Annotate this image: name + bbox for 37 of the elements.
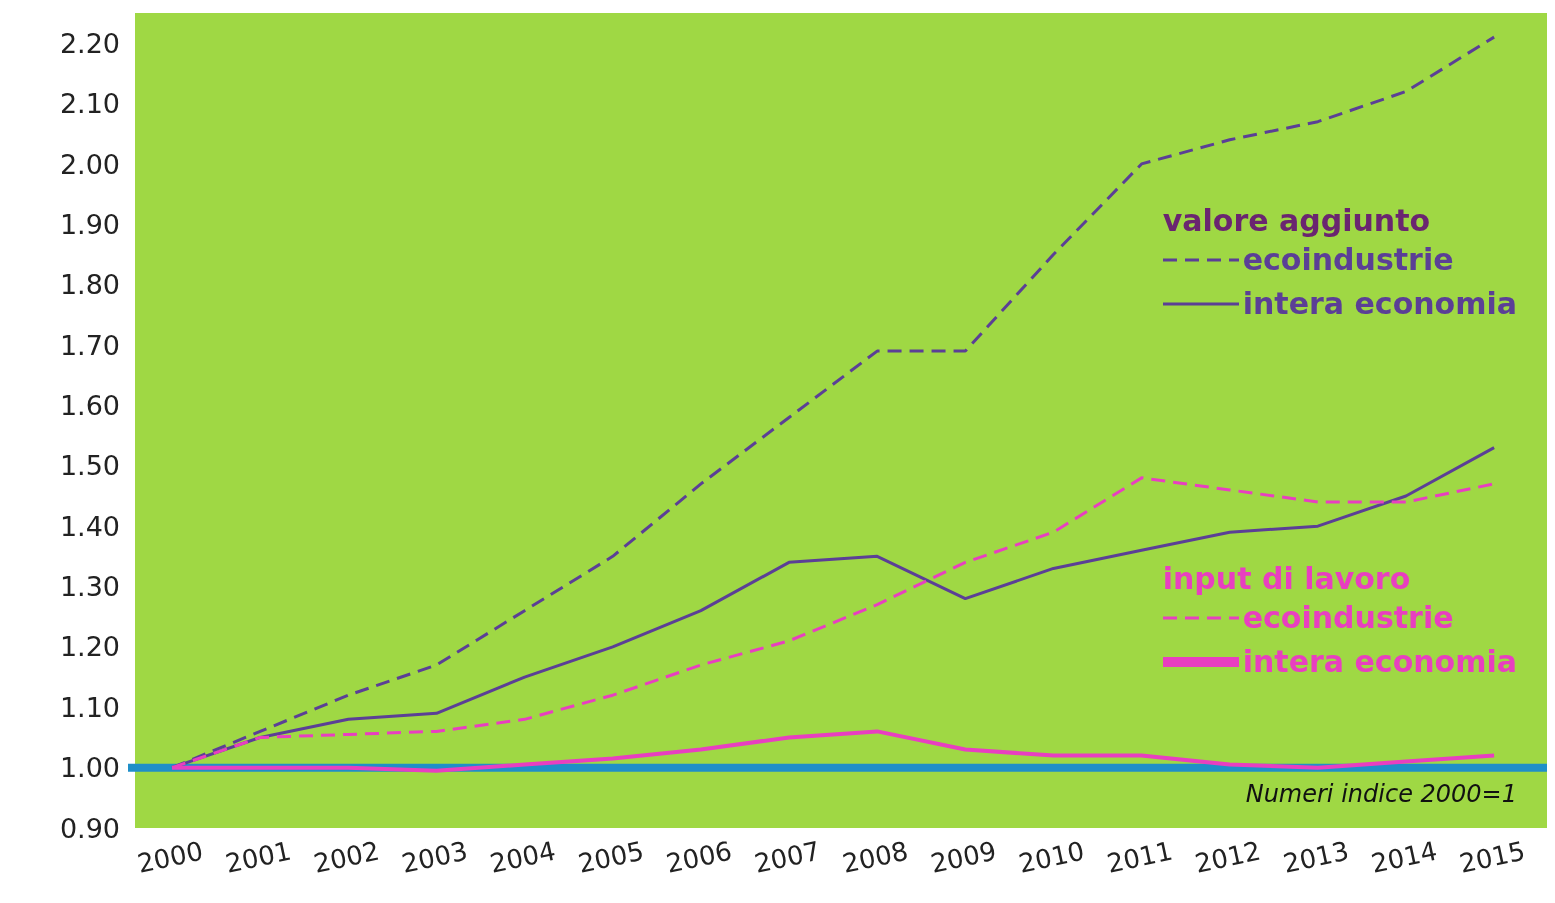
annotation: valore aggiunto	[1162, 203, 1432, 238]
legend-label: ecoindustrie	[1242, 241, 1454, 279]
y-tick-label: 1.30	[59, 571, 120, 603]
y-tick-label: 1.80	[59, 269, 120, 301]
x-tick-label: 2008	[839, 835, 911, 879]
y-tick-label: 1.40	[59, 510, 120, 542]
y-tick-label: 1.70	[59, 329, 120, 361]
x-tick-label: 2002	[310, 835, 382, 879]
y-tick-label: 1.20	[59, 631, 120, 663]
y-tick-label: 2.10	[59, 88, 120, 120]
x-tick-label: 2012	[1192, 835, 1264, 879]
x-tick-label: 2011	[1104, 835, 1176, 879]
annotation: input di lavoro	[1162, 561, 1412, 596]
x-tick-label: 2010	[1016, 835, 1088, 879]
x-tick-label: 2005	[575, 835, 647, 879]
x-tick-label: 2015	[1456, 835, 1528, 879]
y-tick-label: 2.20	[59, 27, 120, 59]
legend-label: intera economia	[1242, 285, 1517, 323]
y-tick-label: 1.60	[59, 389, 120, 421]
x-tick-label: 2013	[1280, 835, 1352, 879]
x-tick-label: 2014	[1368, 835, 1440, 879]
y-tick-label: 0.90	[59, 812, 120, 844]
y-tick-label: 2.00	[59, 148, 120, 180]
y-tick-label: 1.10	[59, 691, 120, 723]
y-tick-label: 1.90	[59, 208, 120, 240]
y-tick-label: 1.00	[59, 752, 120, 784]
x-tick-label: 2001	[222, 835, 294, 879]
y-tick-label: 1.50	[59, 450, 120, 482]
x-tick-label: 2009	[927, 835, 999, 879]
annotation: Numeri indice 2000=1	[1245, 780, 1517, 808]
x-tick-label: 2006	[663, 835, 735, 879]
x-tick-label: 2007	[751, 835, 823, 879]
legend-label: intera economia	[1242, 643, 1517, 681]
x-tick-label: 2004	[487, 835, 559, 879]
legend-label: ecoindustrie	[1242, 599, 1454, 637]
x-tick-label: 2000	[134, 835, 206, 879]
x-tick-label: 2003	[399, 835, 471, 879]
